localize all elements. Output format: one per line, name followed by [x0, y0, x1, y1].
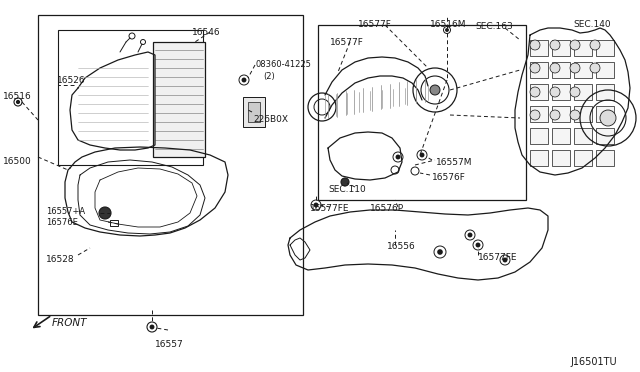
Bar	[530, 84, 548, 100]
Text: 16557M: 16557M	[436, 158, 472, 167]
Text: 16528: 16528	[46, 255, 75, 264]
Text: 16577FE: 16577FE	[478, 253, 518, 262]
Text: SEC.110: SEC.110	[328, 185, 365, 194]
Bar	[530, 106, 548, 122]
Text: 08360-41225: 08360-41225	[255, 60, 311, 69]
Text: 16556: 16556	[387, 242, 416, 251]
Circle shape	[570, 63, 580, 73]
Circle shape	[530, 110, 540, 120]
Bar	[552, 84, 570, 100]
Bar	[38, 15, 303, 315]
Bar	[58, 30, 203, 165]
Text: (2): (2)	[263, 72, 275, 81]
Bar	[552, 150, 570, 166]
Circle shape	[438, 250, 442, 254]
Text: 16526: 16526	[57, 76, 86, 85]
Text: SEC.140: SEC.140	[573, 20, 611, 29]
Text: 16516: 16516	[3, 92, 32, 101]
Bar	[248, 102, 260, 122]
Circle shape	[530, 63, 540, 73]
Circle shape	[503, 258, 507, 262]
Text: 226B0X: 226B0X	[253, 115, 288, 124]
Circle shape	[476, 243, 480, 247]
Bar	[110, 220, 118, 226]
Text: SEC.163: SEC.163	[475, 22, 513, 31]
Bar	[574, 62, 592, 78]
Circle shape	[243, 78, 246, 82]
Circle shape	[17, 100, 19, 103]
Bar	[530, 40, 548, 56]
Bar	[243, 97, 265, 127]
Circle shape	[396, 155, 400, 159]
Circle shape	[446, 29, 448, 31]
Text: 16577F: 16577F	[358, 20, 392, 29]
Circle shape	[570, 87, 580, 97]
Bar	[574, 106, 592, 122]
Text: 16576F: 16576F	[432, 173, 466, 182]
Bar	[552, 62, 570, 78]
Circle shape	[430, 85, 440, 95]
Bar	[530, 150, 548, 166]
Circle shape	[550, 87, 560, 97]
Bar	[552, 40, 570, 56]
Circle shape	[99, 207, 111, 219]
Bar	[596, 106, 614, 122]
Bar	[552, 128, 570, 144]
Bar	[574, 150, 592, 166]
Circle shape	[420, 153, 424, 157]
Circle shape	[150, 325, 154, 329]
Circle shape	[570, 40, 580, 50]
Text: 16516M: 16516M	[430, 20, 467, 29]
Text: 16546: 16546	[192, 28, 221, 37]
Text: FRONT: FRONT	[52, 318, 88, 328]
Bar	[574, 84, 592, 100]
Bar	[530, 62, 548, 78]
Circle shape	[550, 110, 560, 120]
Text: 16557+A: 16557+A	[46, 207, 85, 216]
Circle shape	[550, 63, 560, 73]
Circle shape	[314, 203, 317, 207]
Text: 16577F: 16577F	[330, 38, 364, 47]
Text: 16557: 16557	[155, 340, 184, 349]
Circle shape	[468, 233, 472, 237]
Bar	[596, 62, 614, 78]
Circle shape	[600, 110, 616, 126]
Bar	[574, 128, 592, 144]
Bar	[318, 25, 526, 200]
Circle shape	[341, 178, 349, 186]
Text: 16576P: 16576P	[370, 204, 404, 213]
Text: 16577FE: 16577FE	[310, 204, 349, 213]
Circle shape	[530, 40, 540, 50]
Text: 16500: 16500	[3, 157, 32, 166]
Circle shape	[590, 40, 600, 50]
Circle shape	[550, 40, 560, 50]
Bar	[574, 40, 592, 56]
Bar	[552, 106, 570, 122]
Circle shape	[530, 87, 540, 97]
Bar	[596, 150, 614, 166]
Circle shape	[590, 63, 600, 73]
Text: J16501TU: J16501TU	[570, 357, 616, 367]
Circle shape	[570, 110, 580, 120]
Bar	[596, 84, 614, 100]
Bar	[596, 40, 614, 56]
Bar	[596, 128, 614, 144]
Bar	[530, 128, 548, 144]
Text: 16576E: 16576E	[46, 218, 78, 227]
Bar	[153, 42, 205, 157]
